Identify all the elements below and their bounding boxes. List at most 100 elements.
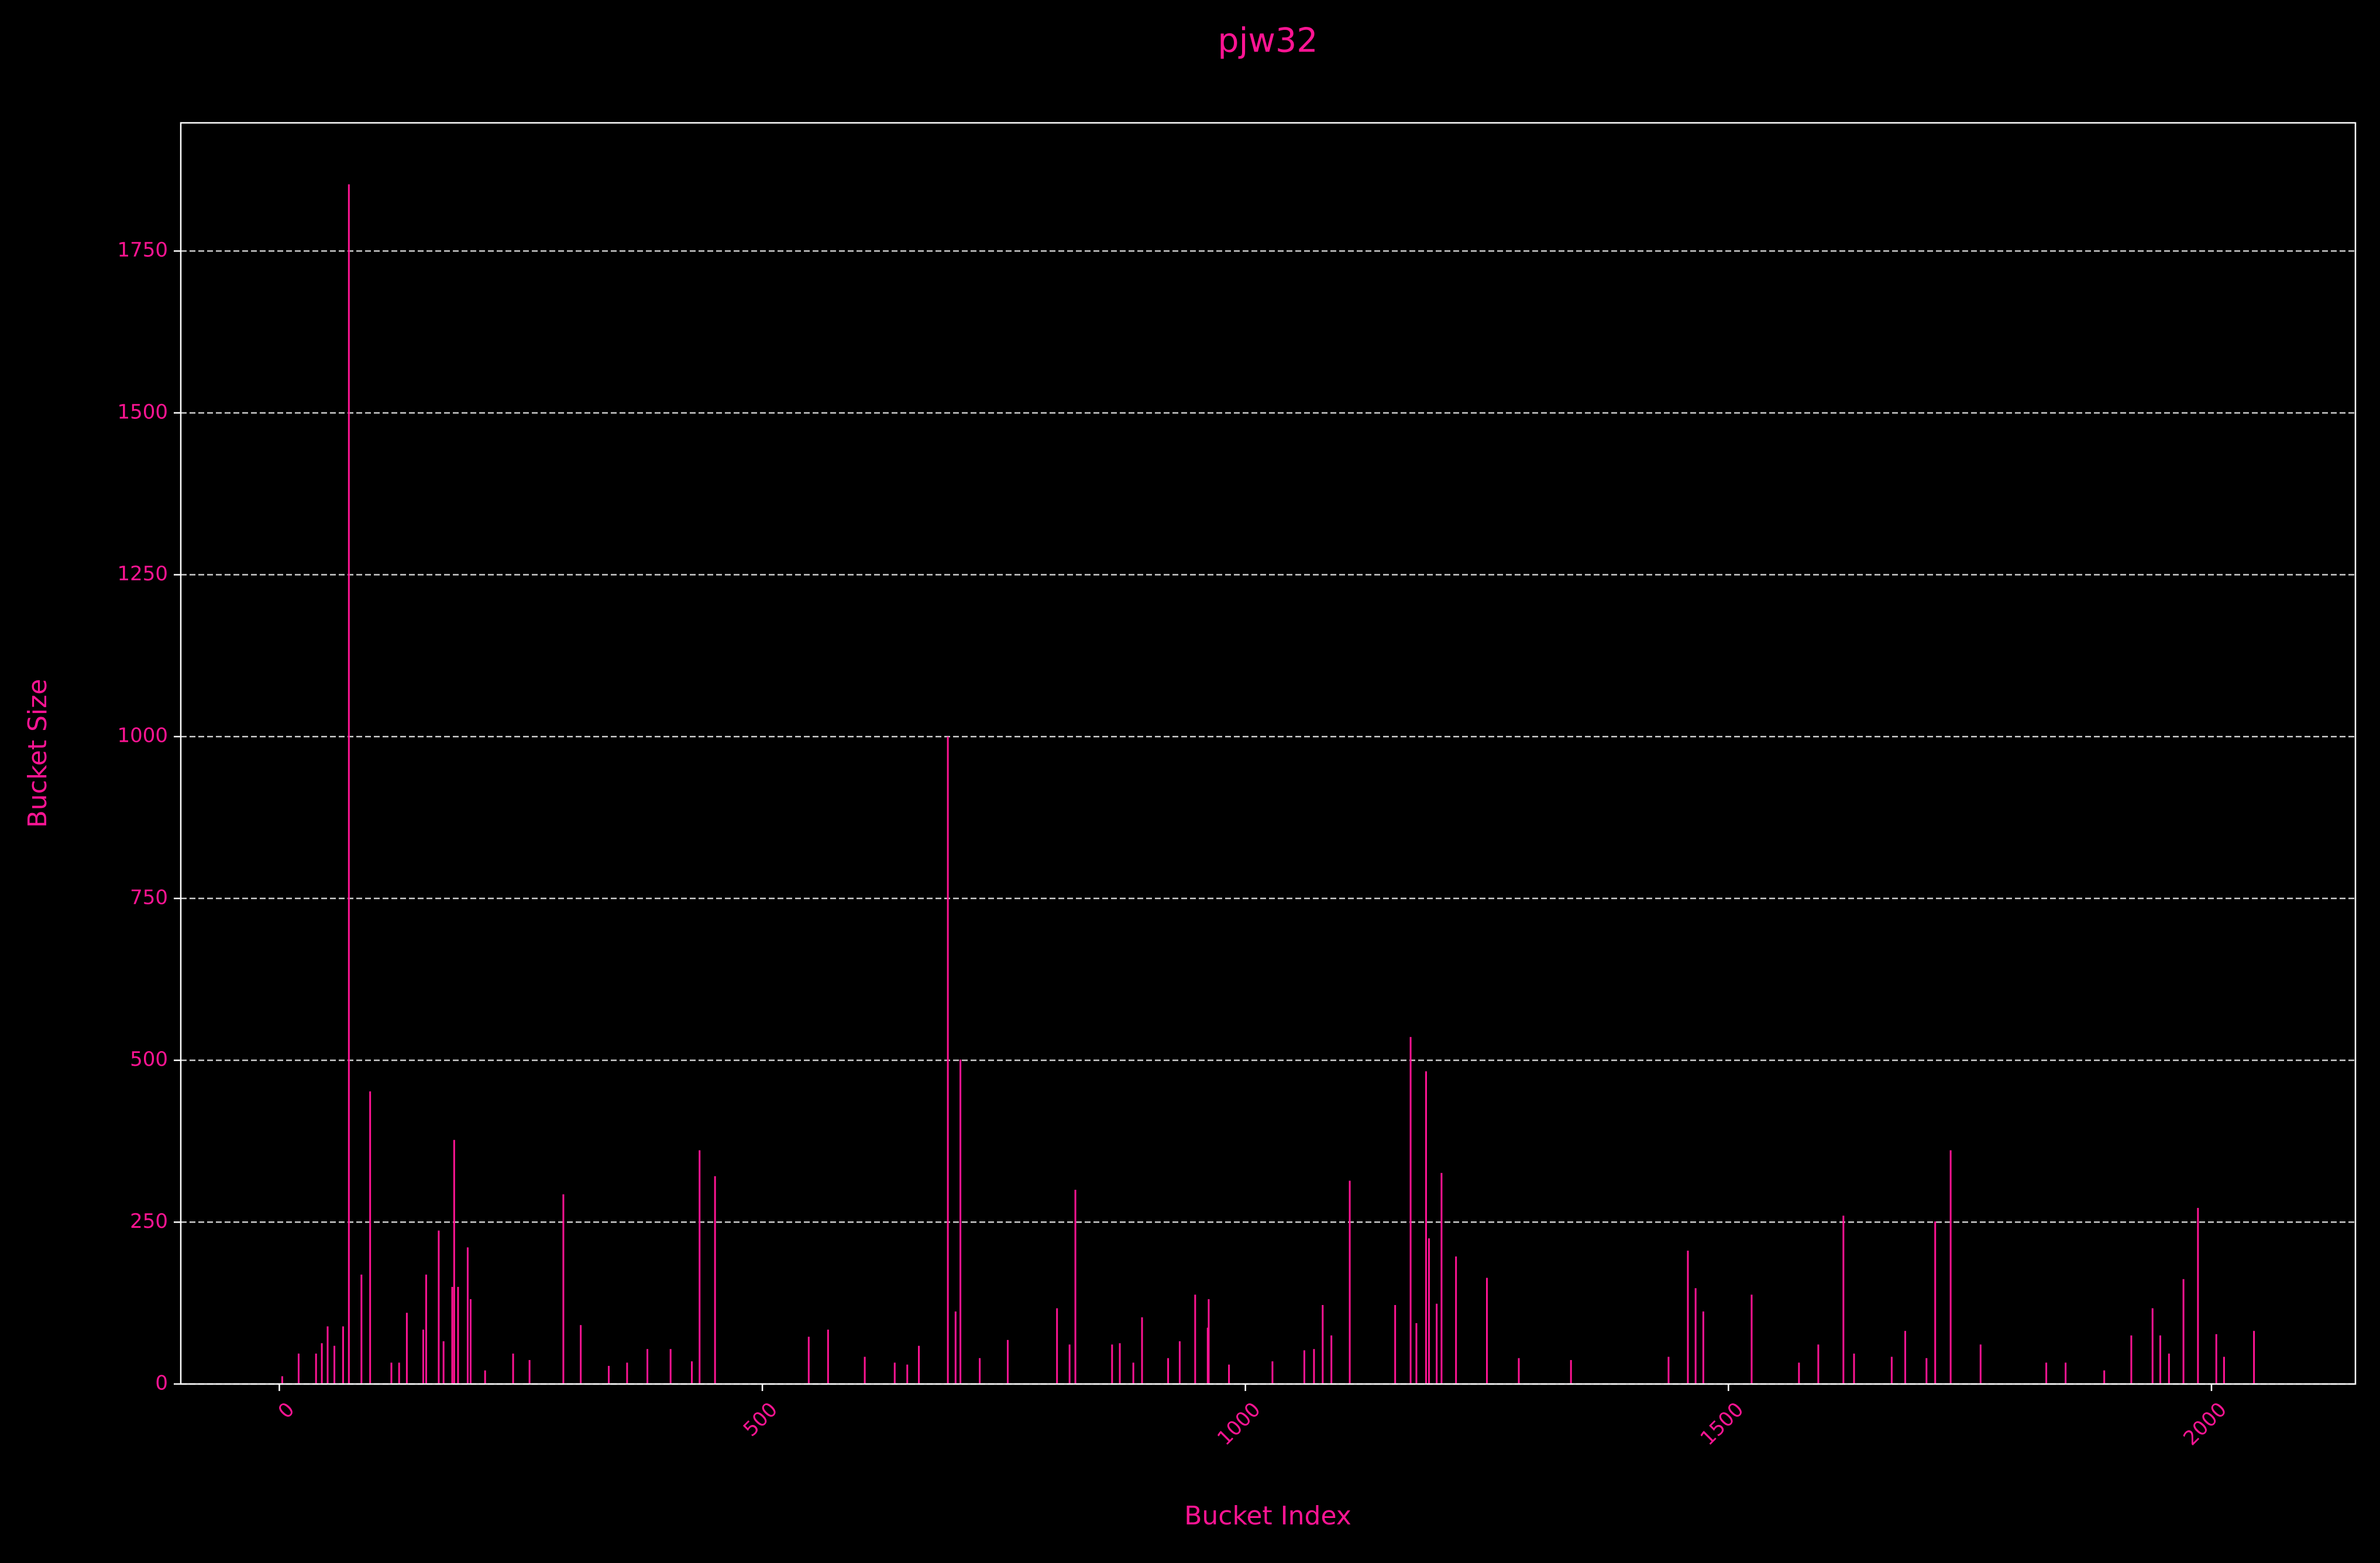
bar	[2151, 1308, 2154, 1384]
bar	[699, 1150, 701, 1384]
bar	[979, 1358, 981, 1384]
y-tick-label: 1000	[117, 724, 168, 748]
bar	[1119, 1343, 1121, 1384]
bar	[2045, 1362, 2048, 1384]
bar	[2065, 1362, 2067, 1384]
bar	[1842, 1216, 1845, 1384]
y-tick-label: 250	[130, 1210, 168, 1233]
bar	[1518, 1358, 1520, 1384]
y-tick-label: 0	[155, 1372, 168, 1395]
bar	[827, 1330, 829, 1384]
bar	[342, 1326, 344, 1384]
bar	[321, 1343, 323, 1384]
bar	[893, 1362, 896, 1384]
bar	[333, 1345, 336, 1384]
bar	[422, 1330, 424, 1384]
bar	[1440, 1173, 1443, 1384]
bar	[906, 1364, 909, 1384]
bar	[1702, 1311, 1704, 1384]
bar	[1006, 1340, 1009, 1384]
bar	[469, 1299, 472, 1384]
bar	[1853, 1353, 1855, 1384]
bar	[1979, 1344, 1982, 1384]
bar	[326, 1326, 329, 1384]
bar	[297, 1353, 300, 1384]
bar	[1890, 1357, 1893, 1384]
bar	[512, 1353, 514, 1384]
bar	[281, 1376, 283, 1384]
bar	[1056, 1308, 1058, 1384]
bar	[608, 1366, 610, 1384]
bar	[1949, 1150, 1952, 1384]
bar	[1436, 1303, 1438, 1384]
bar	[390, 1362, 393, 1384]
bar	[580, 1325, 582, 1384]
bar	[1925, 1358, 1928, 1384]
bar	[1194, 1295, 1196, 1384]
bar	[2168, 1353, 2170, 1384]
bar	[669, 1349, 672, 1384]
bar	[1074, 1189, 1076, 1384]
bar	[1486, 1278, 1488, 1384]
chart-title: pjw32	[1217, 22, 1318, 60]
bar	[1817, 1344, 1820, 1384]
bar	[484, 1370, 486, 1384]
bar	[2103, 1370, 2106, 1384]
bar	[2130, 1335, 2133, 1384]
bar	[1409, 1037, 1412, 1384]
bar	[626, 1362, 628, 1384]
bar	[1111, 1344, 1113, 1384]
bar	[398, 1362, 400, 1384]
bar	[691, 1361, 693, 1384]
bar	[1687, 1251, 1689, 1384]
y-tick-label: 1250	[117, 562, 168, 586]
bar	[1313, 1349, 1315, 1384]
bar	[360, 1274, 363, 1384]
bar	[1798, 1362, 1800, 1384]
bar	[2223, 1357, 2225, 1384]
bar	[1068, 1344, 1071, 1384]
bar	[438, 1230, 440, 1384]
y-tick-label: 1500	[117, 400, 168, 424]
bar	[425, 1274, 427, 1384]
bar	[457, 1286, 459, 1384]
bar	[1394, 1304, 1397, 1384]
plot-frame	[180, 122, 2357, 1385]
bar	[2215, 1334, 2217, 1384]
bar	[453, 1139, 455, 1384]
bar	[442, 1341, 445, 1384]
bar	[954, 1311, 957, 1384]
bar	[1178, 1341, 1181, 1384]
bar	[451, 1286, 453, 1384]
bar	[528, 1360, 531, 1384]
bar	[1904, 1331, 1907, 1384]
bar	[1750, 1295, 1753, 1384]
bar	[947, 736, 949, 1384]
bar	[918, 1345, 920, 1384]
bar	[959, 1059, 962, 1384]
bar	[1570, 1360, 1572, 1384]
bar	[1694, 1288, 1697, 1384]
bar	[714, 1176, 716, 1384]
y-tick-label: 1750	[117, 239, 168, 262]
bar	[646, 1349, 649, 1384]
bar	[1934, 1221, 1937, 1384]
bar	[1132, 1362, 1134, 1384]
bar	[348, 184, 350, 1384]
bar	[1322, 1304, 1324, 1384]
y-tick-label: 750	[130, 886, 168, 909]
bar	[315, 1353, 317, 1384]
bar	[1425, 1071, 1427, 1384]
bar	[1167, 1358, 1170, 1384]
bar	[562, 1194, 565, 1384]
bar	[1415, 1323, 1418, 1384]
bar	[2197, 1207, 2199, 1384]
bar	[369, 1091, 372, 1384]
bar	[1271, 1361, 1274, 1384]
bar	[1228, 1364, 1230, 1384]
bar	[2182, 1279, 2185, 1384]
bar	[807, 1337, 810, 1384]
bar	[1330, 1335, 1333, 1384]
bar	[1428, 1238, 1430, 1384]
